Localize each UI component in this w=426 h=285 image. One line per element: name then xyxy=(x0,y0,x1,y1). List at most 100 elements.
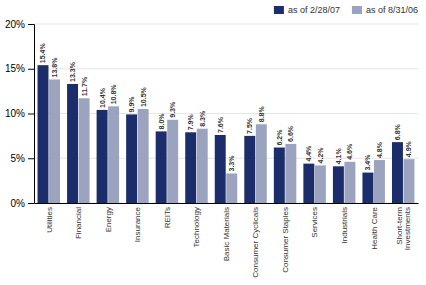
tick-label: 20% xyxy=(5,19,25,30)
bar xyxy=(156,131,167,203)
bar xyxy=(303,164,314,203)
bar xyxy=(126,114,137,203)
data-label: 8.8% xyxy=(258,106,265,123)
series xyxy=(38,65,403,203)
tick: 20% xyxy=(5,19,34,30)
tick: Basic Materials xyxy=(222,207,231,261)
data-label: 4.4% xyxy=(305,145,312,162)
bar xyxy=(138,109,149,203)
tick-label: Basic Materials xyxy=(222,207,231,261)
bar xyxy=(374,160,385,203)
tick-label: Industrials xyxy=(340,207,349,243)
tick-mark xyxy=(28,69,34,70)
bar xyxy=(185,132,196,203)
bars xyxy=(38,65,415,203)
tick-label: Health Care xyxy=(369,206,378,249)
data-label: 11.7% xyxy=(81,76,88,96)
tick-label: 15% xyxy=(5,63,25,74)
tick-label: Utilities xyxy=(45,207,54,233)
data-label: 7.6% xyxy=(217,116,224,133)
data-label: 4.6% xyxy=(346,143,353,160)
axis-line xyxy=(28,25,35,204)
data-label: 10.8% xyxy=(110,84,117,105)
grid-line xyxy=(34,203,418,204)
tick: Utilities xyxy=(45,207,54,233)
bar xyxy=(274,148,285,203)
data-label: 13.8% xyxy=(51,57,58,78)
legend-label: as of 8/31/06 xyxy=(366,5,418,15)
tick: Services xyxy=(310,207,319,238)
tick: Financial xyxy=(74,207,83,239)
plot: 0% 5% 10% 15% 20% Utilities Financial Energy Ins… xyxy=(5,19,419,278)
tick-mark xyxy=(28,24,34,25)
tick-label: Financial xyxy=(74,207,83,239)
bar xyxy=(256,124,267,203)
data-labels: 15.4%13.3%10.4%9.9%8.0%7.9%7.6%7.5%6.2%4… xyxy=(39,43,412,172)
tick-label: Energy xyxy=(104,207,113,232)
tick: Industrials xyxy=(340,207,349,243)
bar xyxy=(167,120,178,203)
tick: 15% xyxy=(5,63,34,74)
bar xyxy=(197,129,208,203)
bar xyxy=(285,144,296,203)
tick-label: REITs xyxy=(163,207,172,228)
grid-line xyxy=(34,68,418,69)
data-label: 6.6% xyxy=(287,125,294,142)
tick: REITs xyxy=(163,207,172,228)
tick-mark xyxy=(28,158,34,159)
tick: Consumer Staples xyxy=(281,207,290,273)
grid-line xyxy=(34,24,418,25)
data-label: 4.8% xyxy=(376,141,383,158)
data-label: 10.4% xyxy=(99,87,106,108)
tick-label: 5% xyxy=(11,153,26,164)
grid-line xyxy=(34,113,418,114)
tick-mark xyxy=(28,114,34,115)
tick: Energy xyxy=(104,207,113,232)
bar xyxy=(79,98,90,203)
data-label: 6.2% xyxy=(276,129,283,146)
data-label: 8.0% xyxy=(158,113,165,130)
bar xyxy=(226,173,237,203)
tick-label: Consumer Staples xyxy=(281,207,290,273)
bar xyxy=(215,135,226,203)
tick-label: 0% xyxy=(11,198,26,209)
tick-label: Technology xyxy=(192,207,201,247)
bar xyxy=(344,162,355,203)
x-axis: Utilities Financial Energy Insurance REITs Te… xyxy=(35,204,419,278)
chart: 0% 5% 10% 15% 20% Utilities Financial Energy Ins… xyxy=(0,0,426,285)
bar xyxy=(38,65,49,203)
series xyxy=(49,79,414,203)
tick-label: Services xyxy=(310,207,319,238)
data-label: 15.4% xyxy=(39,43,46,64)
legend-swatch xyxy=(352,6,362,14)
data-label: 8.3% xyxy=(199,110,206,127)
tick-label: Consumer Cyclicals xyxy=(251,207,260,278)
tick: Health Care xyxy=(369,206,378,249)
legend-item: as of 8/31/06 xyxy=(352,5,418,15)
legend-swatch xyxy=(274,6,284,14)
data-label: 10.5% xyxy=(140,86,147,107)
bar xyxy=(244,136,255,203)
tick-label: 10% xyxy=(5,108,25,119)
data-label: 6.8% xyxy=(394,123,401,140)
data-label: 3.3% xyxy=(228,155,235,172)
data-label: 3.4% xyxy=(364,154,371,171)
grid xyxy=(34,24,418,203)
legend-item: as of 2/28/07 xyxy=(274,5,340,15)
bar xyxy=(108,106,119,203)
legend-label: as of 2/28/07 xyxy=(288,5,340,15)
bar xyxy=(392,142,403,203)
tick: Consumer Cyclicals xyxy=(251,207,260,278)
data-label: 13.3% xyxy=(69,61,76,82)
tick: Short-termInvestments xyxy=(395,207,413,250)
data-label: 7.5% xyxy=(246,117,253,134)
bar xyxy=(97,110,108,203)
bar xyxy=(362,173,373,203)
tick-mark xyxy=(28,203,34,204)
grid-line xyxy=(34,158,418,159)
tick-label: Insurance xyxy=(133,206,142,242)
bar xyxy=(404,159,415,203)
data-label: 9.3% xyxy=(169,101,176,118)
legend: as of 2/28/07 as of 8/31/06 xyxy=(274,5,418,15)
tick: Insurance xyxy=(133,206,142,242)
